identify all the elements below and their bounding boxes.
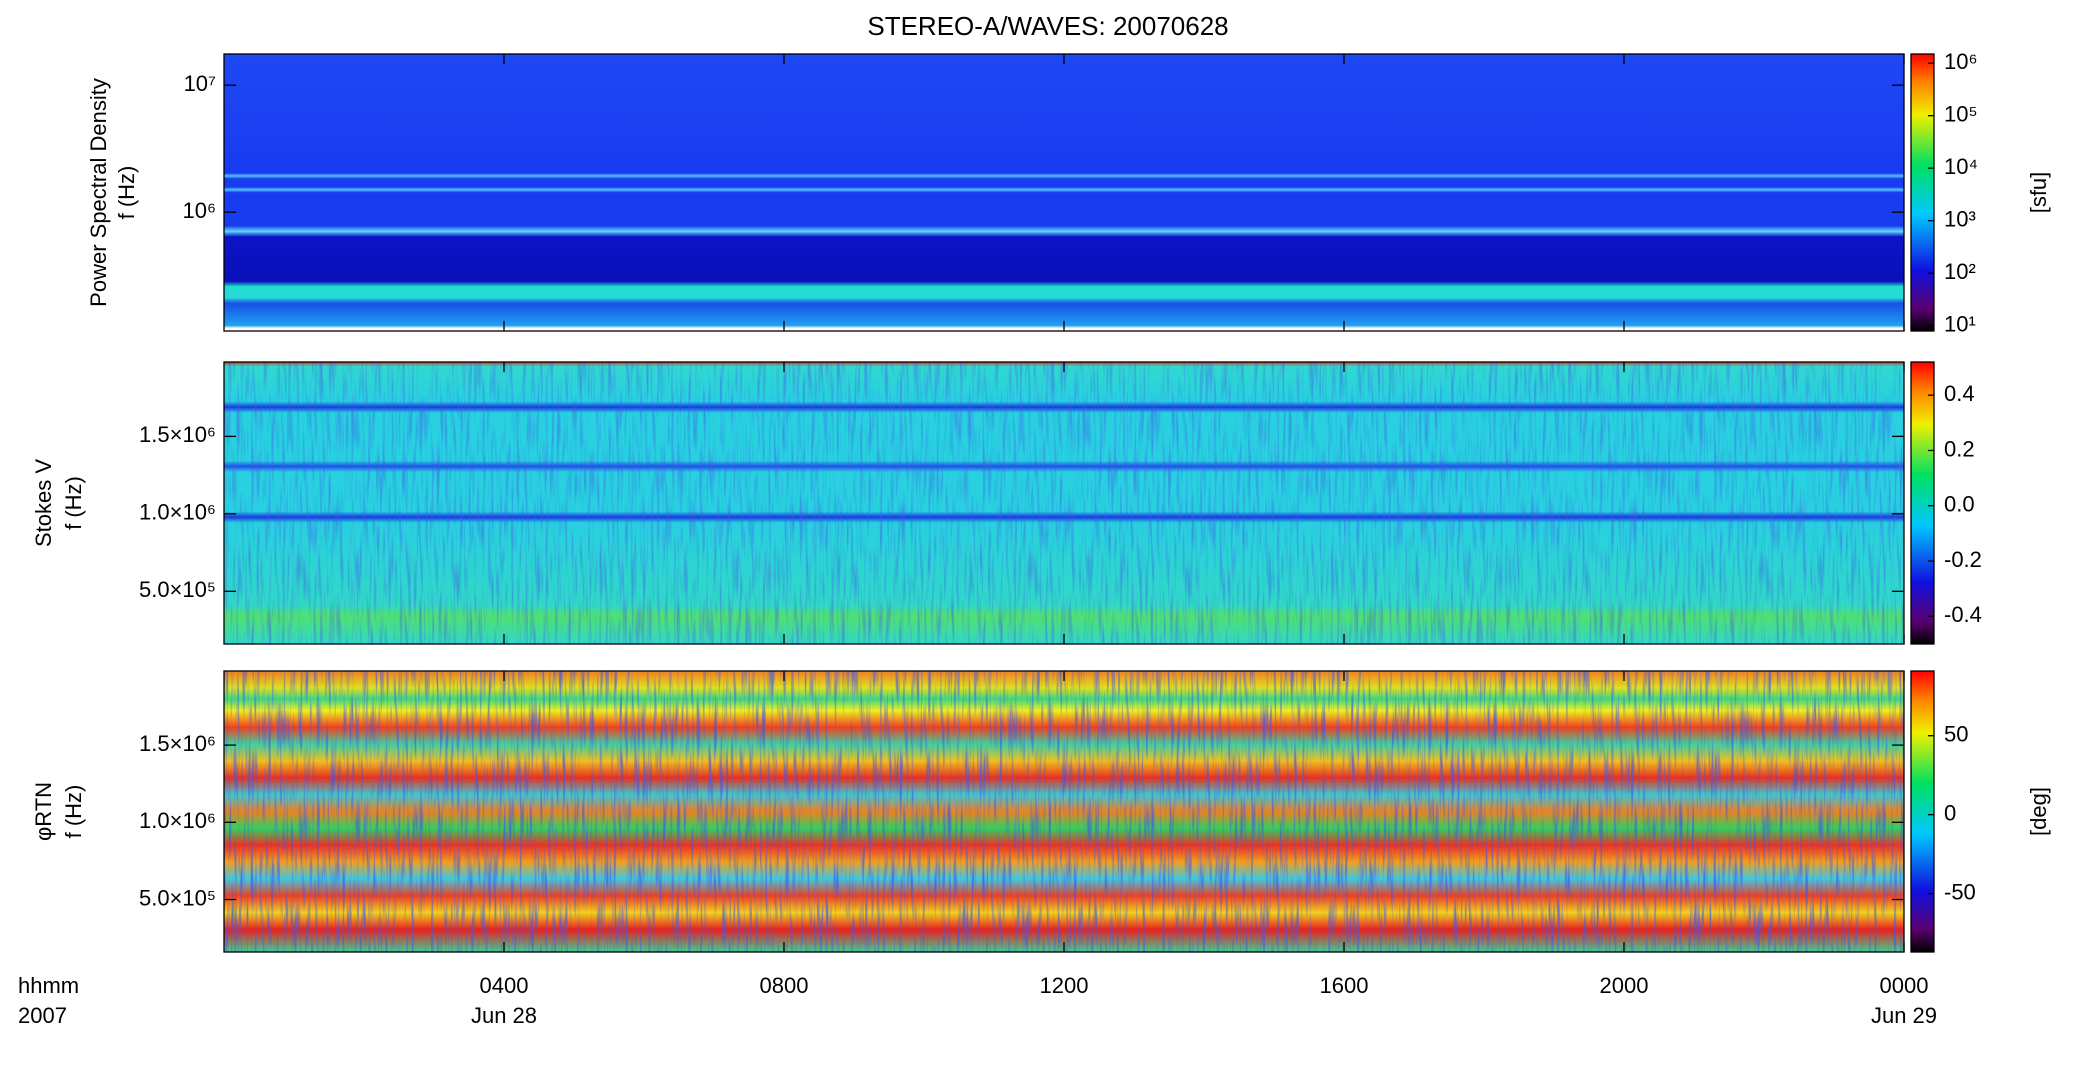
x-date-label: Jun 29 [1871, 1003, 1937, 1028]
x-tick-label: 0800 [760, 973, 809, 998]
chart-title: STEREO-A/WAVES: 20070628 [867, 11, 1228, 41]
y-tick-label: 1.5×10⁶ [139, 731, 216, 756]
y-axis-label: f (Hz) [114, 166, 139, 220]
y-tick-label: 10⁷ [184, 71, 216, 96]
y-tick-label: 5.0×10⁵ [139, 577, 216, 602]
colorbar-tick-label: 0.2 [1944, 436, 1975, 461]
x-year-label: 2007 [18, 1003, 67, 1028]
x-tick-label: 0400 [480, 973, 529, 998]
y-tick-label: 1.5×10⁶ [139, 422, 216, 447]
x-tick-label: 1200 [1040, 973, 1089, 998]
colorbar-tick-label: 0 [1944, 800, 1956, 825]
colorbar-tick-label: 10⁴ [1944, 154, 1978, 179]
colorbar-tick-label: -0.4 [1944, 602, 1982, 627]
colorbar-tick-label: 50 [1944, 722, 1968, 747]
spectrogram-texture [224, 671, 1904, 952]
x-tick-label: 1600 [1320, 973, 1369, 998]
colorbar-tick-label: 10² [1944, 259, 1976, 284]
x-tick-label: 0000 [1880, 973, 1929, 998]
spectrogram-texture [224, 362, 1904, 644]
colorbar-tick-label: -0.2 [1944, 547, 1982, 572]
y-axis-label: φRTN [31, 782, 56, 841]
colorbar [1910, 670, 1935, 953]
colorbar-label: [deg] [2026, 787, 2051, 836]
y-tick-label: 5.0×10⁵ [139, 885, 216, 910]
x-format-label: hhmm [18, 973, 79, 998]
x-tick-label: 2000 [1600, 973, 1649, 998]
y-tick-label: 1.0×10⁶ [139, 808, 216, 833]
colorbar-tick-label: 10⁵ [1944, 102, 1978, 127]
colorbar-tick-label: 0.0 [1944, 492, 1975, 517]
y-axis-label: f (Hz) [61, 476, 86, 530]
colorbar-tick-label: 10⁶ [1944, 49, 1978, 74]
colorbar [1910, 53, 1935, 332]
y-axis-label: Power Spectral Density [86, 78, 111, 307]
y-axis-label: f (Hz) [61, 785, 86, 839]
spectrogram-image [224, 54, 1904, 331]
colorbar-tick-label: 10¹ [1944, 311, 1976, 336]
colorbar [1910, 361, 1935, 645]
x-date-label: Jun 28 [471, 1003, 537, 1028]
y-tick-label: 10⁶ [182, 198, 216, 223]
colorbar-tick-label: 10³ [1944, 206, 1976, 231]
colorbar-label: [sfu] [2026, 172, 2051, 214]
colorbar-tick-label: -50 [1944, 879, 1976, 904]
colorbar-tick-label: 0.4 [1944, 381, 1975, 406]
y-tick-label: 1.0×10⁶ [139, 500, 216, 525]
y-axis-label: Stokes V [31, 459, 56, 547]
